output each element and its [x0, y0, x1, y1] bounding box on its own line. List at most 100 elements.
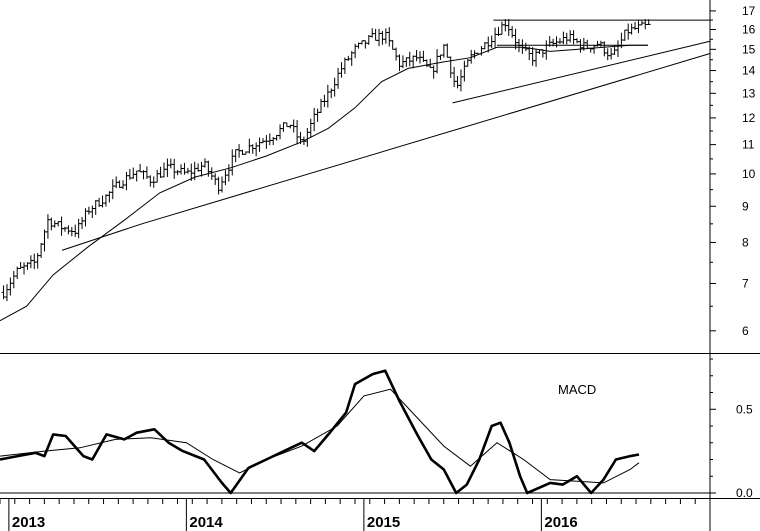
price-bar: [465, 58, 470, 67]
price-bar: [45, 214, 50, 239]
price-y-tick-label: 16: [742, 23, 756, 37]
price-bar: [629, 23, 634, 35]
price-bar: [4, 284, 9, 302]
macd-y-tick-label: 0.5: [736, 402, 753, 416]
macd-y-axis: 0.0 0.5: [710, 358, 753, 500]
price-bar: [264, 135, 269, 149]
price-y-tick-label: 17: [742, 4, 756, 18]
price-y-tick-label: 11: [742, 138, 755, 152]
x-year-label: 2016: [544, 514, 577, 531]
price-bar: [15, 266, 20, 279]
price-bar: [622, 29, 627, 41]
price-bar: [295, 120, 300, 145]
price-bar: [182, 162, 187, 175]
price-bar: [377, 28, 382, 47]
price-bar: [503, 19, 508, 32]
price-bar: [417, 51, 422, 64]
price-bar: [472, 50, 477, 59]
x-year-label: 2013: [12, 514, 45, 531]
price-bar: [346, 55, 351, 61]
price-bar: [42, 229, 47, 252]
price-bar: [602, 41, 607, 57]
price-bar: [124, 171, 129, 191]
price-y-tick-label: 12: [742, 111, 756, 125]
price-bar: [363, 40, 368, 49]
price-bar: [223, 170, 228, 186]
price-bar: [199, 161, 204, 177]
price-bars-layer: [1, 19, 651, 302]
price-bar: [366, 34, 371, 45]
trendline: [452, 40, 711, 104]
price-bar: [1, 285, 6, 300]
x-year-label: 2015: [367, 514, 400, 531]
price-bar: [530, 47, 535, 66]
price-bar: [107, 191, 112, 203]
price-bar: [18, 261, 23, 269]
price-bar: [431, 65, 436, 79]
price-bar: [216, 176, 221, 195]
price-bar: [592, 45, 597, 54]
price-bar: [247, 138, 252, 154]
price-bar: [523, 42, 528, 52]
price-bar: [643, 19, 648, 30]
price-bar: [455, 76, 460, 89]
price-bar: [499, 21, 504, 35]
price-bar: [513, 28, 518, 50]
price-bar: [117, 180, 122, 188]
price-bar: [233, 149, 238, 163]
price-bar: [243, 151, 248, 155]
price-bar: [179, 164, 184, 175]
price-bar: [636, 19, 641, 34]
price-bar: [312, 107, 317, 132]
price-bar: [134, 170, 139, 182]
price-bar: [438, 54, 443, 61]
price-bar: [86, 206, 91, 215]
price-bar: [626, 23, 631, 40]
price-bar: [161, 162, 166, 178]
price-bar: [397, 54, 402, 72]
price-bar: [196, 163, 201, 172]
price-bar: [121, 180, 126, 190]
price-bar: [462, 60, 467, 82]
price-bar: [441, 44, 446, 58]
price-bar: [209, 167, 214, 180]
price-bar: [110, 179, 115, 200]
price-bar: [237, 144, 242, 158]
moving-average-line: [0, 44, 648, 322]
trendline: [61, 223, 143, 251]
price-bar: [90, 205, 95, 219]
price-bar: [141, 170, 146, 180]
price-bar: [585, 39, 590, 50]
price-bar: [257, 137, 262, 152]
price-bar: [342, 57, 347, 75]
price-bar: [281, 122, 286, 132]
price-bar: [448, 56, 453, 78]
price-bar: [93, 200, 98, 215]
price-bar: [226, 164, 231, 182]
price-bar: [62, 226, 67, 232]
time-x-axis: 2013 2014 2015 2016: [0, 499, 711, 531]
macd-layer: [0, 369, 640, 495]
price-bar: [168, 158, 173, 169]
price-bar: [329, 88, 334, 99]
price-bar: [411, 55, 416, 69]
price-bar: [588, 47, 593, 53]
price-bar: [103, 194, 108, 207]
price-bar: [370, 28, 375, 38]
price-bar: [155, 169, 160, 183]
price-bar: [575, 38, 580, 44]
price-bar: [387, 27, 392, 47]
price-bar: [35, 253, 40, 269]
price-moving-average-layer: [0, 44, 648, 322]
price-bar: [250, 144, 255, 154]
price-y-tick-label: 13: [742, 86, 756, 100]
price-bar: [39, 242, 44, 258]
macd-line: [0, 369, 640, 495]
price-bar: [165, 158, 170, 177]
price-bar: [537, 49, 542, 55]
price-bar: [308, 118, 313, 138]
price-bar: [557, 38, 562, 44]
price-bar: [336, 67, 341, 89]
price-bar: [267, 133, 272, 146]
